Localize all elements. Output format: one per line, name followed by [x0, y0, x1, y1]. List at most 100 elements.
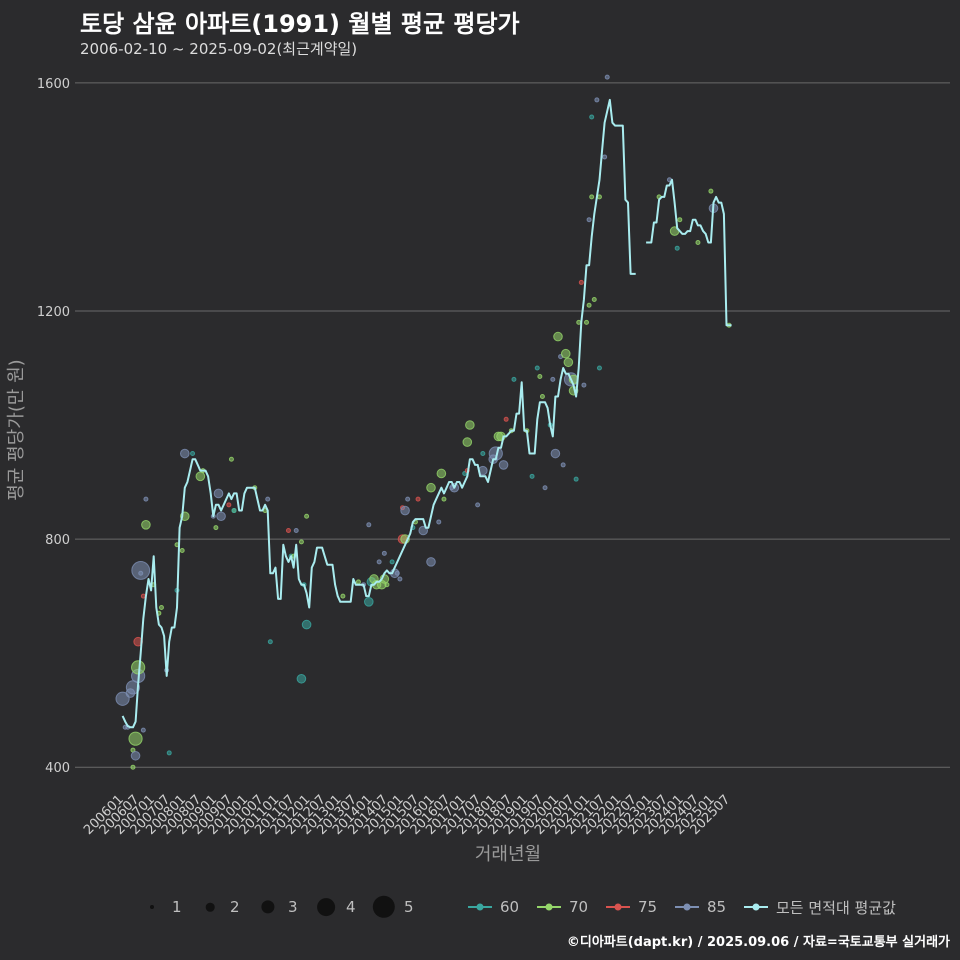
data-point-70 — [436, 468, 447, 479]
data-point-70 — [213, 525, 219, 531]
data-point-85 — [394, 570, 400, 576]
y-tick-labels: 400 800 1200 1600 — [37, 77, 70, 776]
data-point-75 — [415, 496, 421, 502]
color-legend-item: 60 — [468, 893, 519, 921]
size-legend-item: 2 — [198, 893, 240, 921]
grid-lines — [75, 82, 950, 768]
data-point-85 — [366, 522, 372, 528]
data-point-75 — [226, 502, 232, 508]
average-line — [646, 178, 732, 327]
data-point-85 — [604, 74, 610, 80]
data-point-70 — [677, 217, 683, 223]
chart-subtitle: 2006-02-10 ~ 2025-09-02(최근계약일) — [80, 40, 358, 58]
size-legend-label: 3 — [288, 898, 298, 916]
data-point-70 — [465, 420, 475, 430]
data-point-60 — [674, 245, 680, 251]
color-legend-label: 70 — [569, 898, 589, 916]
legend: 1 2 3 4 5 60 70 75 85 모든 면적대 평균값 — [0, 893, 960, 921]
data-point-85 — [130, 750, 141, 761]
color-legend-item: 85 — [675, 893, 726, 921]
size-legend-item: 1 — [140, 893, 182, 921]
data-point-60 — [296, 673, 307, 684]
data-point-85 — [550, 376, 556, 382]
data-point-60 — [511, 376, 517, 382]
data-point-70 — [462, 437, 473, 447]
data-point-85 — [560, 462, 566, 468]
data-point-70 — [586, 302, 592, 308]
data-point-85 — [213, 488, 224, 499]
size-dot-icon — [198, 895, 222, 919]
data-point-85 — [216, 511, 226, 522]
data-point-60 — [389, 559, 395, 565]
data-point-85 — [405, 496, 411, 502]
chart-title: 토당 삼윤 아파트(1991) 월별 평균 평당가 — [80, 10, 520, 38]
data-point-70 — [228, 456, 234, 462]
data-point-75 — [140, 593, 146, 599]
data-point-70 — [128, 731, 143, 746]
data-point-85 — [400, 505, 410, 516]
data-point-70 — [591, 297, 597, 303]
data-point-60 — [301, 619, 312, 630]
data-point-60 — [166, 750, 172, 756]
color-legend-label: 60 — [500, 898, 520, 916]
data-point-85 — [475, 502, 481, 508]
data-point-85 — [376, 559, 382, 565]
data-point-70 — [584, 319, 589, 325]
average-line-layer — [121, 98, 732, 729]
data-point-70 — [553, 331, 563, 342]
data-point-60 — [231, 508, 237, 514]
data-point-85 — [550, 448, 561, 459]
data-point-85 — [542, 485, 548, 491]
data-point-85 — [381, 550, 387, 556]
data-point-70 — [298, 539, 304, 545]
average-line — [121, 98, 636, 729]
x-axis-label: 거래년월 — [475, 844, 541, 865]
data-point-70 — [355, 579, 361, 585]
size-dot-icon — [140, 895, 164, 919]
data-point-70 — [695, 240, 701, 245]
data-point-70 — [195, 471, 206, 482]
size-dot-icon — [314, 895, 338, 919]
data-point-85 — [265, 496, 271, 502]
data-point-85 — [143, 496, 149, 502]
data-point-60 — [534, 365, 540, 371]
size-dot-icon — [256, 895, 280, 919]
data-point-70 — [384, 582, 390, 588]
data-point-70 — [537, 374, 543, 380]
scatter-points — [115, 74, 732, 770]
data-point-85 — [594, 97, 600, 103]
y-axis-label: 평균 평당가(만 원) — [6, 359, 27, 500]
source-credit: ©디아파트(dapt.kr) / 2025.09.06 / 자료=국토교통부 실… — [566, 935, 950, 950]
data-point-60 — [573, 476, 579, 482]
data-point-70 — [576, 319, 582, 325]
size-legend-item: 5 — [372, 893, 414, 921]
data-point-75 — [285, 528, 291, 534]
data-point-85 — [436, 519, 442, 525]
data-point-85 — [397, 576, 403, 582]
size-legend-label: 4 — [346, 898, 356, 916]
data-point-60 — [589, 114, 595, 120]
line-dot-icon — [606, 895, 630, 919]
data-point-60 — [267, 639, 273, 645]
color-legend-label: 모든 면적대 평균값 — [776, 898, 896, 917]
data-point-70 — [539, 393, 545, 399]
size-legend-label: 2 — [230, 898, 240, 916]
line-dot-icon — [675, 895, 699, 919]
color-legend-label: 85 — [707, 898, 727, 916]
data-point-70 — [563, 357, 574, 368]
y-tick-label: 1200 — [37, 305, 70, 320]
size-legend-label: 5 — [404, 898, 414, 916]
color-legend-item: 70 — [537, 893, 588, 921]
x-tick-labels: 2006012006072007012007072008012008072009… — [81, 792, 733, 838]
data-point-70 — [304, 513, 310, 519]
color-legend-item: 75 — [606, 893, 657, 921]
y-tick-label: 400 — [45, 761, 70, 776]
size-legend-label: 1 — [172, 898, 182, 916]
data-point-60 — [190, 451, 196, 457]
data-point-85 — [498, 460, 509, 470]
data-point-70 — [560, 348, 571, 359]
data-point-85 — [115, 691, 130, 706]
data-point-85 — [602, 154, 608, 160]
data-point-70 — [179, 547, 185, 553]
